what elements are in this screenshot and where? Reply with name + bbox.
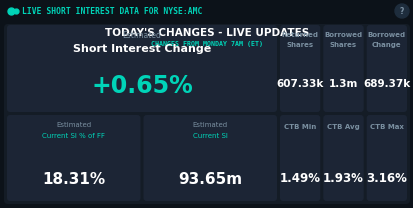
Text: Estimated: Estimated — [192, 122, 227, 128]
Text: Current SI % of FF: Current SI % of FF — [42, 133, 105, 139]
Text: CHANGES FROM MONDAY 7AM (ET): CHANGES FROM MONDAY 7AM (ET) — [151, 41, 262, 47]
FancyBboxPatch shape — [279, 25, 320, 112]
Text: TODAY'S CHANGES - LIVE UPDATES: TODAY'S CHANGES - LIVE UPDATES — [104, 28, 309, 38]
Text: 1.49%: 1.49% — [279, 172, 320, 186]
Text: ?: ? — [399, 6, 403, 16]
Text: 1.93%: 1.93% — [322, 172, 363, 186]
FancyBboxPatch shape — [323, 25, 363, 112]
Text: +0.65%: +0.65% — [91, 74, 192, 98]
Text: Short Interest Change: Short Interest Change — [73, 44, 211, 54]
FancyBboxPatch shape — [143, 115, 276, 201]
Circle shape — [394, 4, 408, 18]
FancyBboxPatch shape — [4, 24, 409, 204]
Text: Current SI: Current SI — [192, 133, 227, 139]
Text: 93.65m: 93.65m — [178, 172, 242, 187]
Text: CTB Max: CTB Max — [369, 124, 403, 130]
Text: 607.33k: 607.33k — [276, 79, 323, 89]
FancyBboxPatch shape — [366, 115, 406, 201]
Text: LIVE SHORT INTEREST DATA FOR NYSE:AMC: LIVE SHORT INTEREST DATA FOR NYSE:AMC — [22, 6, 202, 16]
Text: 689.37k: 689.37k — [362, 79, 409, 89]
FancyBboxPatch shape — [366, 25, 406, 112]
Text: Borrowed: Borrowed — [324, 32, 362, 38]
Text: Borrowed: Borrowed — [367, 32, 405, 38]
Text: Shares: Shares — [329, 42, 356, 48]
Text: 18.31%: 18.31% — [42, 172, 105, 187]
Text: Returned: Returned — [281, 32, 318, 38]
Text: 1.3m: 1.3m — [328, 79, 357, 89]
Text: CTB Min: CTB Min — [283, 124, 316, 130]
FancyBboxPatch shape — [279, 115, 320, 201]
FancyBboxPatch shape — [7, 115, 140, 201]
Text: Estimated: Estimated — [56, 122, 91, 128]
FancyBboxPatch shape — [323, 115, 363, 201]
Text: CTB Avg: CTB Avg — [326, 124, 359, 130]
Text: Shares: Shares — [286, 42, 313, 48]
Text: Change: Change — [371, 42, 401, 48]
Text: Estimated: Estimated — [122, 31, 161, 40]
FancyBboxPatch shape — [7, 25, 276, 112]
Text: 3.16%: 3.16% — [366, 172, 406, 186]
